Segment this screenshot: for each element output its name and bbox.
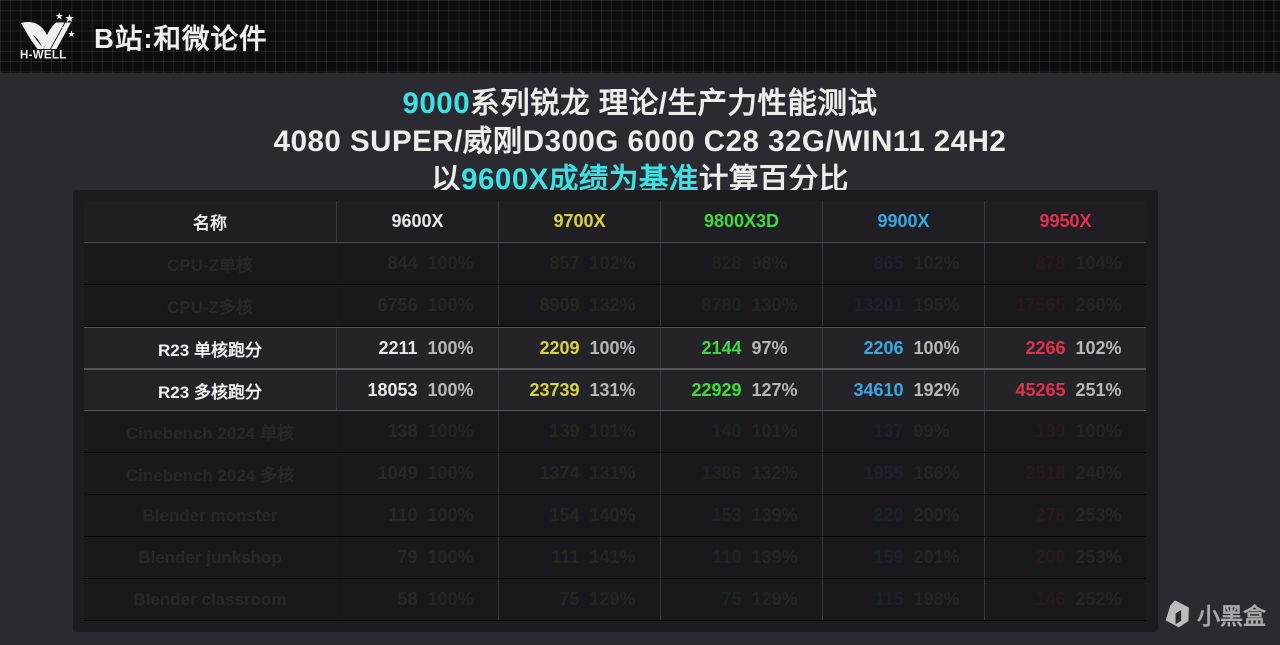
svg-text:H-WELL: H-WELL [20,49,67,60]
